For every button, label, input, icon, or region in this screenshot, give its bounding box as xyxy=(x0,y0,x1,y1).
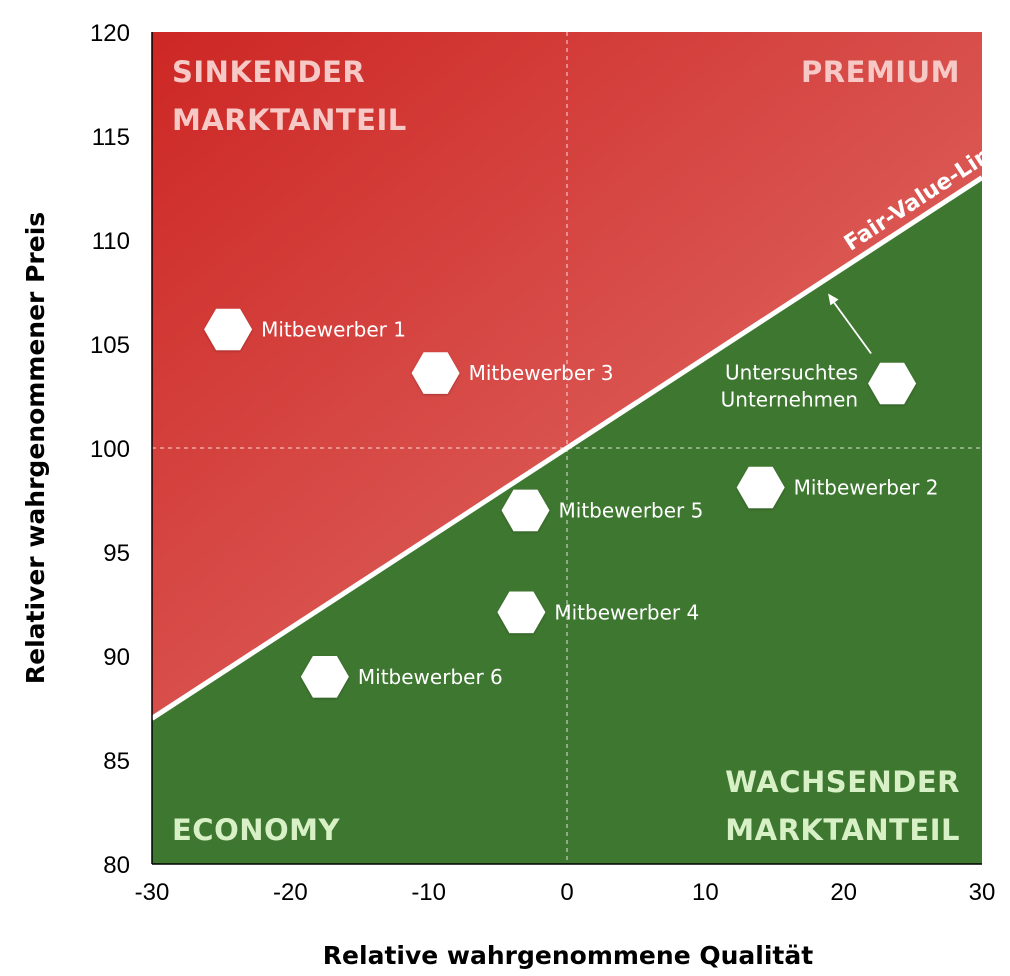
y-tick-label: 95 xyxy=(103,540,130,567)
x-tick-label: 30 xyxy=(969,879,996,906)
x-axis-ticks: -30 -20 -10 0 10 20 30 xyxy=(135,879,996,906)
y-tick-label: 110 xyxy=(92,228,130,255)
plot-area: Fair-Value-Linie xyxy=(150,32,1010,865)
point-label: Mitbewerber 1 xyxy=(261,317,406,341)
data-point: Mitbewerber 5 xyxy=(501,489,704,532)
y-tick-label: 85 xyxy=(103,748,130,775)
x-tick-label: -20 xyxy=(273,879,308,906)
hexagon-marker xyxy=(868,362,917,405)
point-label: Mitbewerber 5 xyxy=(559,498,704,522)
point-label: Mitbewerber 2 xyxy=(794,476,939,500)
point-label: Mitbewerber 4 xyxy=(554,600,699,624)
axes: -30 -20 -10 0 10 20 30 80 85 90 95 100 105 110 115 120 xyxy=(90,20,995,906)
x-tick-label: -30 xyxy=(135,879,170,906)
hexagon-marker xyxy=(300,656,349,698)
y-tick-label: 80 xyxy=(103,852,130,879)
y-axis-ticks: 80 85 90 95 100 105 110 115 120 xyxy=(90,20,130,879)
y-tick-label: 100 xyxy=(90,436,130,463)
y-tick-label: 120 xyxy=(90,20,130,47)
y-tick-label: 105 xyxy=(90,332,130,359)
data-point: Mitbewerber 6 xyxy=(300,656,503,698)
quadrant-top-left-line-1: SINKENDER xyxy=(172,55,365,89)
y-tick-label: 90 xyxy=(103,644,130,671)
x-tick-label: 0 xyxy=(560,879,573,906)
point-label: Mitbewerber 3 xyxy=(469,361,614,385)
point-label: Mitbewerber 6 xyxy=(358,665,503,689)
x-axis-title: Relative wahrgenommene Qualität xyxy=(323,941,813,970)
point-label: Unternehmen xyxy=(721,388,858,412)
hexagon-marker xyxy=(411,352,460,394)
hexagon-marker xyxy=(736,466,785,509)
annotation-arrow xyxy=(828,293,872,355)
quadrant-top-right: PREMIUM xyxy=(801,55,960,89)
quadrant-bottom-right-line-1: WACHSENDER xyxy=(725,765,960,799)
x-tick-label: -10 xyxy=(411,879,446,906)
hexagon-marker xyxy=(204,308,253,351)
y-tick-label: 115 xyxy=(92,124,130,151)
above-fair-value-region xyxy=(152,32,982,719)
quadrant-bottom-right-line-2: MARKTANTEIL xyxy=(725,813,960,847)
x-tick-label: 10 xyxy=(692,879,719,906)
point-label: Untersuchtes xyxy=(725,361,858,385)
fair-value-line xyxy=(150,175,984,721)
x-tick-label: 20 xyxy=(830,879,857,906)
data-point: Mitbewerber 2 xyxy=(736,466,939,509)
data-point: Untersuchtes Unternehmen xyxy=(721,361,917,412)
data-point: Mitbewerber 1 xyxy=(204,308,406,351)
y-axis-title: Relativer wahrgenommener Preis xyxy=(21,212,50,684)
quadrant-top-left-line-2: MARKTANTEIL xyxy=(172,103,407,137)
quadrant-bottom-left: ECONOMY xyxy=(172,813,341,847)
hexagon-marker xyxy=(497,591,546,634)
data-point: Mitbewerber 4 xyxy=(497,591,699,634)
hexagon-marker xyxy=(501,489,550,532)
quadrant-labels: SINKENDER MARKTANTEIL PREMIUM ECONOMY WA… xyxy=(172,55,960,847)
data-point: Mitbewerber 3 xyxy=(411,352,614,394)
